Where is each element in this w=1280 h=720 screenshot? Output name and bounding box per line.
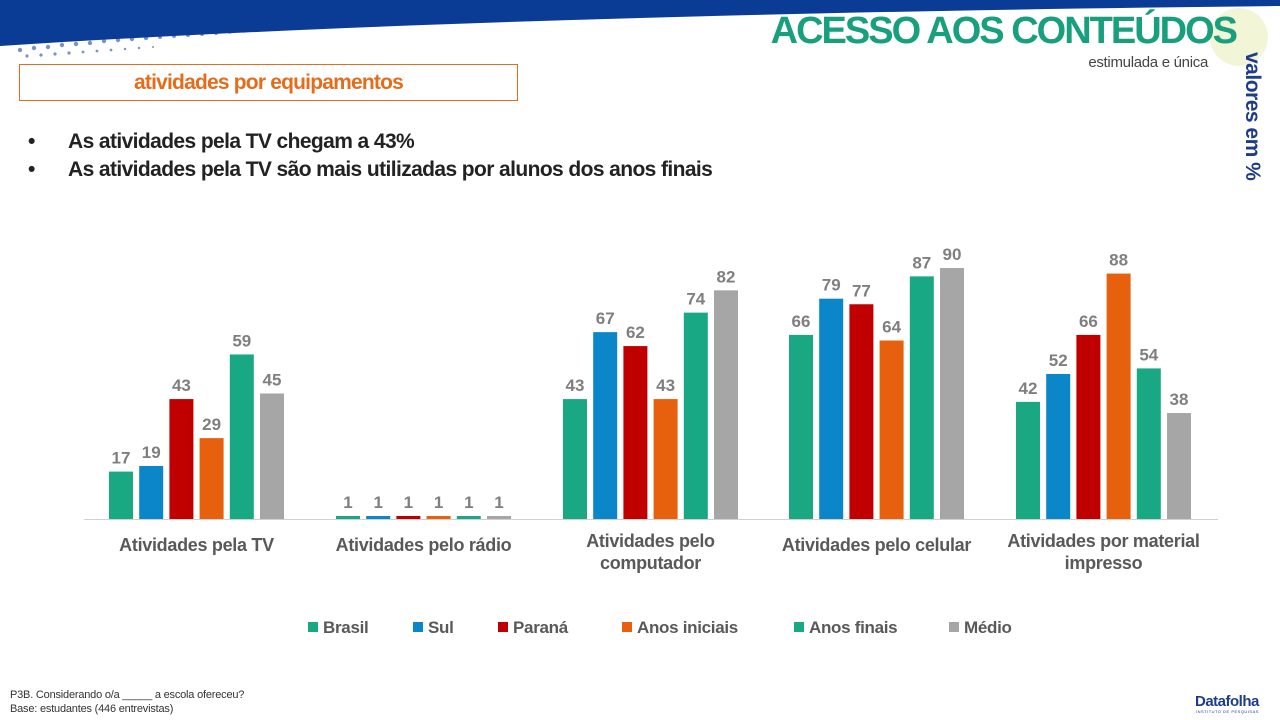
header-band bbox=[0, 0, 1280, 58]
legend-label: Anos finais bbox=[809, 618, 897, 637]
bullet-text: As atividades pela TV são mais utilizada… bbox=[68, 158, 713, 181]
data-label: 43 bbox=[566, 376, 585, 395]
legend-swatch bbox=[498, 622, 508, 632]
legend-swatch bbox=[308, 622, 318, 632]
bar bbox=[1167, 413, 1191, 519]
bar bbox=[199, 438, 224, 519]
data-label: 43 bbox=[656, 376, 675, 395]
bar bbox=[819, 298, 844, 519]
data-label: 1 bbox=[343, 493, 352, 512]
bar bbox=[229, 354, 254, 519]
footnote: P3B. Considerando o/a _____ a escola ofe… bbox=[10, 688, 244, 716]
bar bbox=[653, 399, 678, 519]
section-label: atividades por equipamentos bbox=[19, 64, 518, 101]
bullet-item: • As atividades pela TV são mais utilizad… bbox=[26, 156, 713, 184]
bar bbox=[683, 312, 708, 519]
bullet-dot: • bbox=[28, 158, 35, 181]
data-label: 66 bbox=[792, 312, 811, 331]
datafolha-logo: Datafolha bbox=[1195, 693, 1259, 710]
bar bbox=[563, 399, 587, 519]
bar bbox=[1016, 401, 1040, 519]
data-label: 79 bbox=[822, 276, 841, 295]
bar bbox=[109, 471, 133, 519]
legend-label: Paraná bbox=[513, 618, 569, 637]
bar bbox=[426, 516, 451, 519]
bar bbox=[940, 268, 964, 519]
bar bbox=[396, 516, 421, 519]
data-label: 17 bbox=[112, 449, 131, 468]
bullet-dot: • bbox=[28, 130, 35, 153]
legend-label: Brasil bbox=[323, 618, 368, 637]
data-label: 42 bbox=[1019, 379, 1038, 398]
data-label: 62 bbox=[626, 323, 645, 342]
category-label: impresso bbox=[1065, 553, 1143, 573]
bar bbox=[487, 516, 511, 519]
bar bbox=[623, 346, 648, 519]
data-label: 19 bbox=[142, 443, 161, 462]
data-label: 29 bbox=[202, 415, 221, 434]
legend-swatch bbox=[794, 622, 804, 632]
data-label: 1 bbox=[373, 493, 382, 512]
data-label: 1 bbox=[404, 493, 413, 512]
bar bbox=[879, 340, 904, 519]
legend-label: Médio bbox=[964, 618, 1012, 637]
data-label: 1 bbox=[494, 493, 503, 512]
page-title: ACESSO AOS CONTEÚDOS bbox=[770, 10, 1238, 52]
category-label: Atividades pelo bbox=[586, 531, 715, 551]
data-label: 52 bbox=[1049, 351, 1068, 370]
category-label: computador bbox=[600, 553, 701, 573]
bullet-text: As atividades pela TV chegam a 43% bbox=[68, 130, 415, 153]
data-label: 59 bbox=[232, 331, 251, 350]
legend-swatch bbox=[413, 622, 423, 632]
bar bbox=[260, 393, 284, 519]
data-label: 1 bbox=[464, 493, 473, 512]
bar-chart: 17 19 43 29 59 45 Atividades pela TV 1 1 1 1 1 1 Ativ… bbox=[84, 245, 1218, 637]
bullet-list: • As atividades pela TV chegam a 43% • As … bbox=[26, 128, 713, 184]
bar bbox=[1136, 368, 1161, 519]
data-label: 74 bbox=[686, 290, 705, 309]
bar bbox=[169, 399, 194, 519]
page-subtitle: estimulada e única bbox=[1088, 54, 1208, 71]
bar bbox=[714, 290, 738, 519]
category-label: Atividades pela TV bbox=[119, 535, 274, 555]
legend-swatch bbox=[949, 622, 959, 632]
footnote-question: P3B. Considerando o/a _____ a escola ofe… bbox=[10, 689, 245, 701]
data-label: 43 bbox=[172, 376, 191, 395]
category-label: Atividades por material bbox=[1007, 531, 1199, 551]
bar bbox=[366, 516, 391, 519]
data-label: 66 bbox=[1079, 312, 1098, 331]
data-label: 45 bbox=[263, 371, 282, 390]
data-label: 38 bbox=[1170, 390, 1189, 409]
bar bbox=[789, 334, 813, 519]
data-label: 77 bbox=[852, 281, 871, 300]
bar bbox=[593, 332, 618, 519]
bar bbox=[336, 516, 360, 519]
bar bbox=[849, 304, 874, 519]
category-label: Atividades pelo rádio bbox=[336, 535, 512, 555]
data-label: 90 bbox=[943, 245, 962, 264]
data-label: 1 bbox=[434, 493, 443, 512]
legend-swatch bbox=[622, 622, 632, 632]
footnote-base: Base: estudantes (446 entrevistas) bbox=[10, 703, 174, 715]
data-label: 82 bbox=[717, 267, 736, 286]
bar bbox=[456, 516, 481, 519]
bullet-item: • As atividades pela TV chegam a 43% bbox=[26, 128, 712, 156]
category-label: Atividades pelo celular bbox=[782, 535, 971, 555]
data-label: 88 bbox=[1109, 251, 1128, 270]
bar bbox=[909, 276, 934, 519]
bar bbox=[139, 466, 164, 519]
bar bbox=[1046, 373, 1071, 519]
bar bbox=[1106, 273, 1131, 519]
decorative-circle bbox=[1210, 8, 1268, 66]
data-label: 64 bbox=[882, 318, 901, 337]
data-label: 67 bbox=[596, 309, 615, 328]
bar bbox=[1076, 334, 1101, 519]
data-label: 54 bbox=[1139, 345, 1158, 364]
datafolha-logo-tagline: INSTITUTO DE PESQUISAS bbox=[1196, 709, 1259, 714]
legend-label: Anos iniciais bbox=[637, 618, 738, 637]
data-label: 87 bbox=[912, 253, 931, 272]
legend-label: Sul bbox=[428, 618, 454, 637]
